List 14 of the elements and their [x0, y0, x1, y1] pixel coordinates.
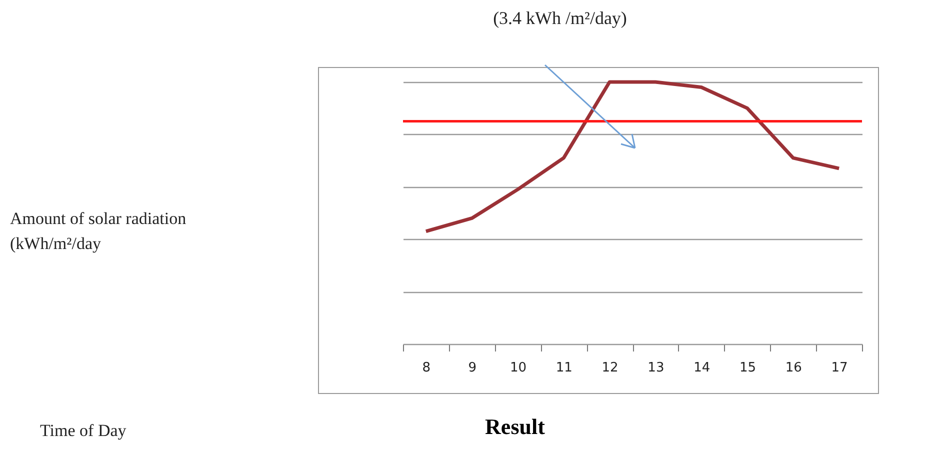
- x-tick-label: 8: [422, 360, 431, 376]
- x-tick-label: 15: [739, 360, 756, 376]
- text: Time of Day: [40, 421, 126, 441]
- x-tick-label: 10: [510, 360, 527, 376]
- text: Amount of solar radiation (kWh/m²/day: [10, 208, 188, 255]
- x-tick-label: 14: [694, 360, 710, 376]
- x-tick-label: 13: [648, 360, 664, 376]
- x-tick-label: 9: [468, 360, 476, 376]
- x-tick-label: 16: [785, 360, 802, 376]
- x-tick-label: 11: [556, 360, 572, 376]
- x-tick-label: 12: [602, 360, 618, 376]
- text: (3.4 kWh /m²/day): [492, 8, 628, 29]
- x-tick-label: 17: [831, 360, 848, 376]
- text: Result: [484, 414, 546, 440]
